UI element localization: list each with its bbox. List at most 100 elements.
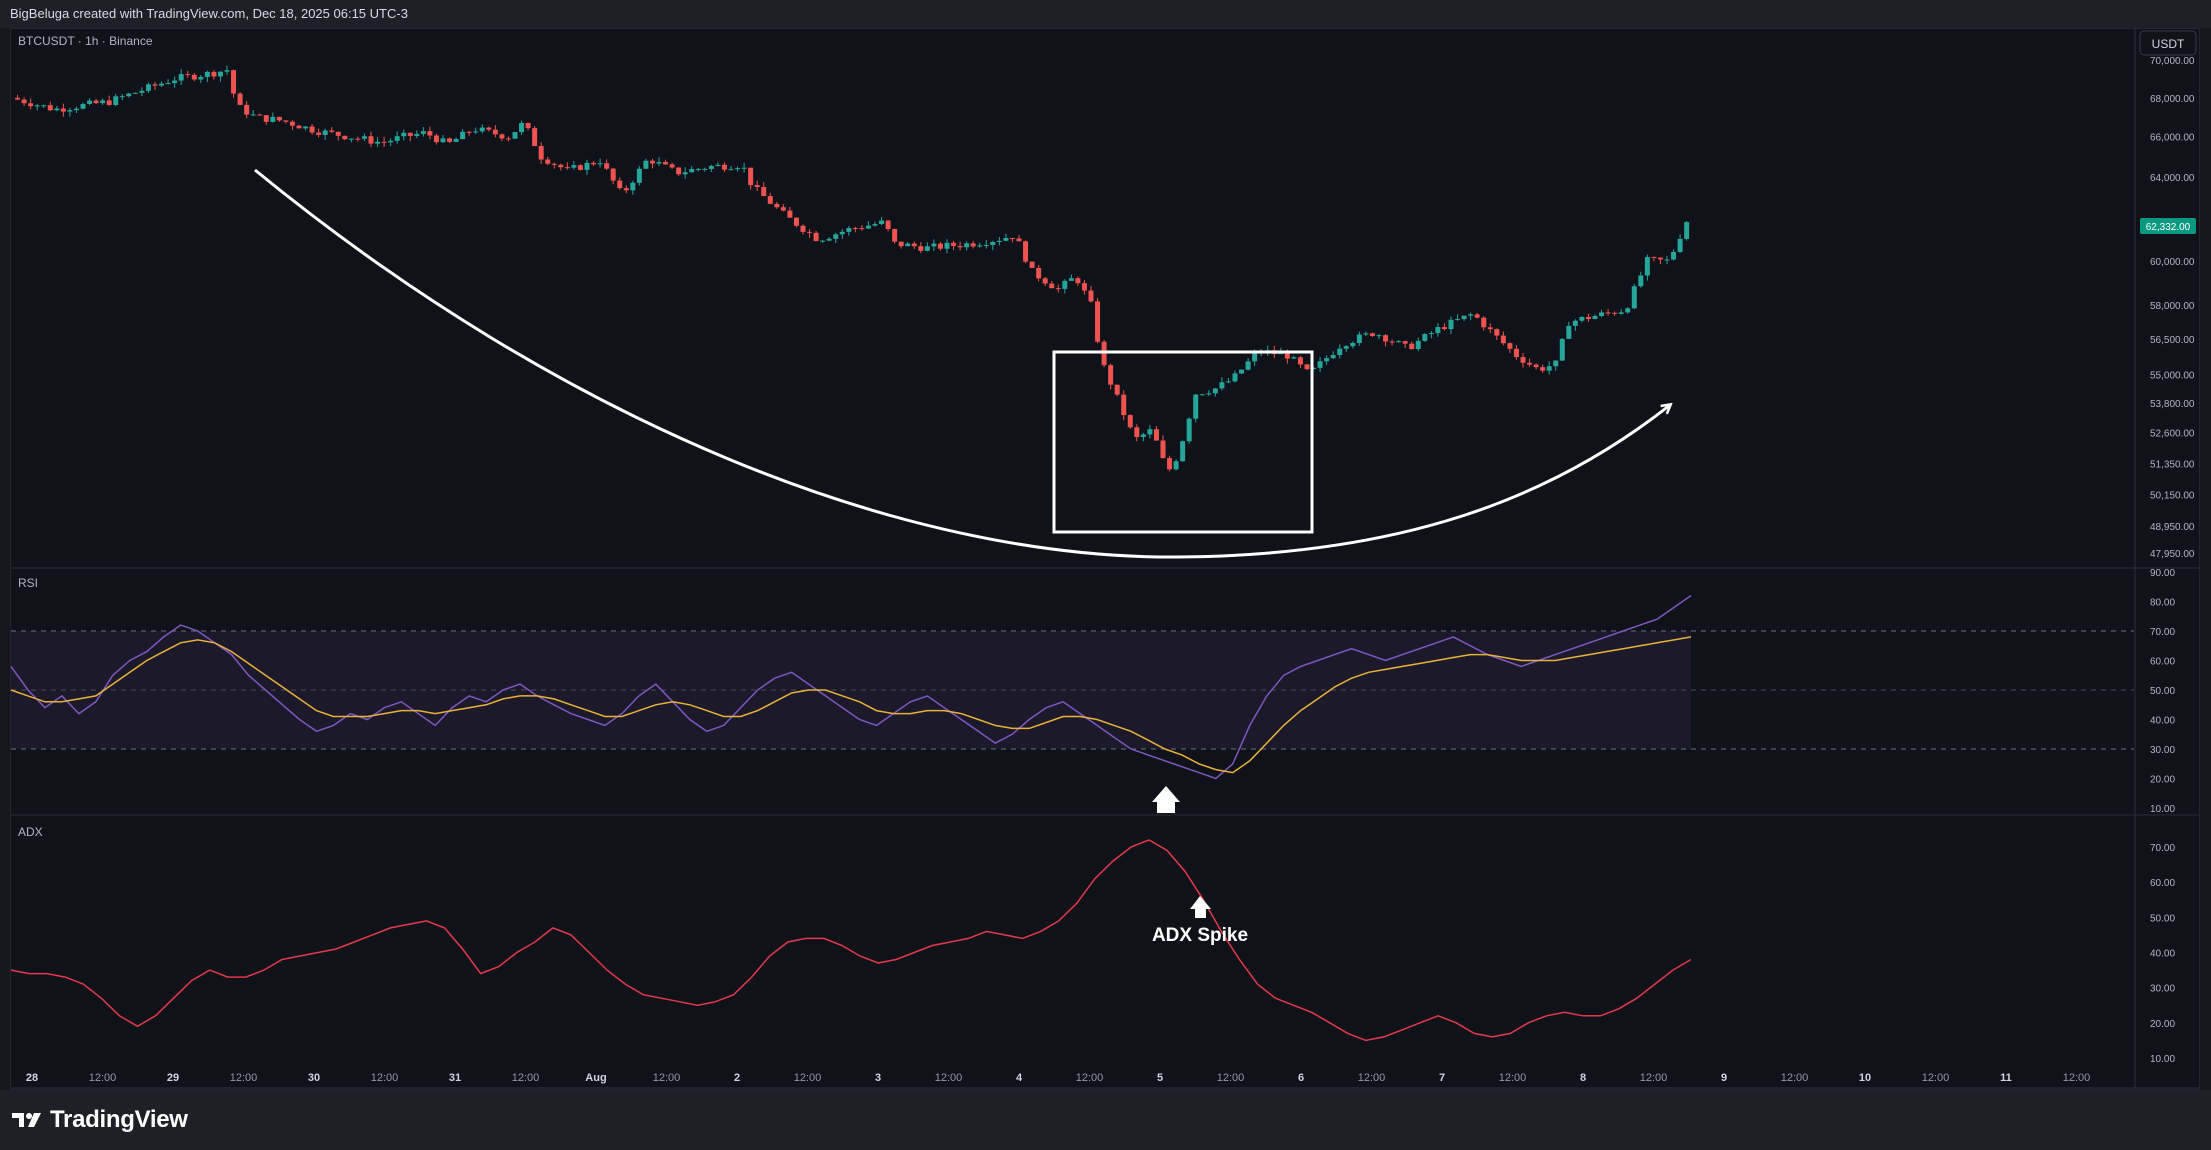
candle-body xyxy=(505,138,511,140)
candle-body xyxy=(741,167,747,169)
candle-body xyxy=(728,169,734,171)
candle-body xyxy=(1311,367,1317,370)
tradingview-logo[interactable]: TradingView xyxy=(12,1106,188,1134)
candle-body xyxy=(918,246,924,251)
candle-body xyxy=(911,243,917,247)
candle-body xyxy=(1081,283,1087,291)
candle-body xyxy=(754,185,760,187)
candle-body xyxy=(1180,441,1186,462)
candle-body xyxy=(263,115,269,122)
price-tick-label: 56,500.00 xyxy=(2150,335,2195,346)
candle-body xyxy=(1625,308,1631,313)
price-axis[interactable]: 70,000.00 68,000.00 66,000.00 64,000.00 60,0… xyxy=(2150,56,2195,560)
candle-body xyxy=(1206,393,1212,395)
candle-body xyxy=(1173,461,1179,470)
price-tick-label: 52,600.00 xyxy=(2150,428,2195,439)
candle-body xyxy=(21,99,27,104)
highlight-box[interactable] xyxy=(1052,350,1314,534)
candle-body xyxy=(93,100,99,104)
currency-button-label[interactable]: USDT xyxy=(2152,37,2185,51)
candle-body xyxy=(1422,334,1428,341)
rsi-tick-label: 70.00 xyxy=(2150,627,2175,638)
currency-button[interactable] xyxy=(2139,30,2197,56)
candle-body xyxy=(905,243,911,247)
price-tick-label: 70,000.00 xyxy=(2150,56,2195,67)
adx-tick-label: 30.00 xyxy=(2150,984,2175,995)
price-tick-label: 55,000.00 xyxy=(2150,370,2195,381)
candle-body xyxy=(1500,335,1506,344)
candle-body xyxy=(551,163,557,165)
time-tick-label: 12:00 xyxy=(512,1072,540,1084)
candle-body xyxy=(820,240,826,242)
candle-body xyxy=(872,224,878,226)
candle-body xyxy=(1324,358,1330,362)
candle-body xyxy=(1252,353,1258,362)
candle-body xyxy=(100,100,106,104)
candle-body xyxy=(1441,327,1447,330)
candle-body xyxy=(1337,348,1343,356)
candle-body xyxy=(951,242,957,246)
candle-body xyxy=(159,83,165,86)
candle-body xyxy=(1317,361,1323,368)
candle-body xyxy=(748,167,754,186)
candle-body xyxy=(682,172,688,175)
candle-body xyxy=(1684,222,1690,239)
candle-body xyxy=(1225,381,1231,383)
candle-body xyxy=(780,207,786,211)
adx-line[interactable] xyxy=(10,839,1692,1042)
time-tick-label: 10 xyxy=(1859,1072,1871,1084)
time-axis[interactable]: 28 12:00 29 12:00 30 12:00 31 12:00 Aug 12:00 2 12:… xyxy=(26,1072,2090,1084)
candle-body xyxy=(1644,257,1650,276)
symbol-label[interactable]: BTCUSDT · 1h · Binance xyxy=(18,34,153,48)
candle-body xyxy=(689,168,695,173)
adx-tick-label: 70.00 xyxy=(2150,843,2175,854)
candle-body xyxy=(1638,275,1644,287)
rsi-pane-label[interactable]: RSI xyxy=(18,576,38,590)
candlestick-series[interactable] xyxy=(15,65,1690,472)
candle-body xyxy=(60,108,66,112)
candle-body xyxy=(165,83,171,85)
adx-pane-label[interactable]: ADX xyxy=(18,825,43,839)
candle-body xyxy=(440,138,446,143)
candle-body xyxy=(512,132,518,139)
candle-body xyxy=(276,116,282,121)
candle-body xyxy=(296,125,302,129)
candle-body xyxy=(126,93,132,97)
adx-tick-label: 50.00 xyxy=(2150,913,2175,924)
candle-body xyxy=(178,74,184,81)
time-tick-label: 12:00 xyxy=(935,1072,963,1084)
candle-body xyxy=(892,229,898,242)
rsi-line[interactable] xyxy=(10,594,1692,780)
adx-axis[interactable]: 70.00 60.00 50.00 40.00 30.00 20.00 10.00 xyxy=(2150,843,2175,1065)
time-tick-label: 29 xyxy=(167,1072,179,1084)
candle-body xyxy=(460,131,466,140)
candle-body xyxy=(990,242,996,245)
candle-body xyxy=(1153,429,1159,441)
candle-body xyxy=(1468,314,1474,316)
candle-body xyxy=(1167,458,1173,470)
rsi-axis[interactable]: 90.00 80.00 70.00 60.00 50.00 40.00 30.00 20.00… xyxy=(2150,568,2175,815)
candle-body xyxy=(28,103,34,107)
adx-series[interactable] xyxy=(10,839,1692,1042)
price-tick-label: 66,000.00 xyxy=(2150,133,2195,144)
attribution-bar: BigBeluga created with TradingView.com, … xyxy=(0,0,2211,28)
chart-frame[interactable] xyxy=(10,28,2200,1090)
candle-body xyxy=(1546,366,1552,371)
rsi-ma-line[interactable] xyxy=(10,636,1692,774)
candle-body xyxy=(1127,415,1133,428)
candle-body xyxy=(1009,238,1015,240)
price-tick-label: 53,800.00 xyxy=(2150,399,2195,410)
candle-body xyxy=(303,126,309,129)
candle-body xyxy=(1363,333,1369,335)
time-tick-label: 12:00 xyxy=(230,1072,258,1084)
candle-body xyxy=(571,165,577,168)
candle-body xyxy=(335,131,341,136)
candle-body xyxy=(447,138,453,142)
candle-body xyxy=(1612,312,1618,314)
rounded-bottom-arc[interactable] xyxy=(254,168,1670,559)
candle-body xyxy=(1461,315,1467,320)
rsi-series[interactable] xyxy=(10,594,1692,780)
candle-body xyxy=(1140,434,1146,438)
candle-body xyxy=(1147,429,1153,435)
